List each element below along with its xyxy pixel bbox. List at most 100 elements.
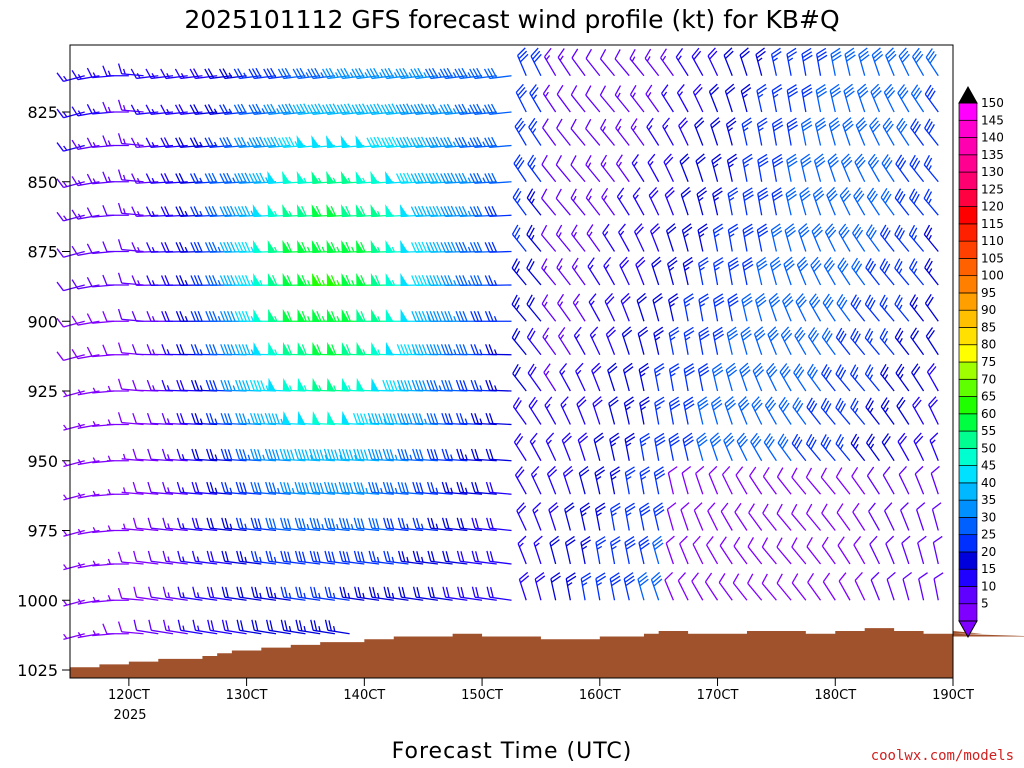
colorbar-swatch xyxy=(958,206,978,225)
wind-barb xyxy=(577,432,589,461)
wind-barb xyxy=(251,586,277,601)
x-axis-label: Forecast Time (UTC) xyxy=(392,739,633,764)
wind-barb xyxy=(933,572,944,601)
wind-barb xyxy=(603,256,616,286)
wind-barb xyxy=(881,154,895,183)
wind-barb xyxy=(908,224,925,252)
wind-barb xyxy=(756,223,769,252)
colorbar-swatch xyxy=(958,137,978,156)
wind-barb xyxy=(133,619,159,635)
wind-barb xyxy=(192,586,218,601)
wind-barb xyxy=(526,327,542,356)
wind-barb xyxy=(691,47,704,77)
wind-barb xyxy=(557,48,571,77)
wind-barb xyxy=(528,117,542,146)
wind-barb xyxy=(410,136,438,149)
wind-barb xyxy=(586,224,601,252)
wind-barb xyxy=(367,412,394,426)
colorbar-swatch xyxy=(958,551,978,570)
wind-barb xyxy=(570,118,586,146)
wind-barb xyxy=(573,326,586,356)
wind-barb xyxy=(56,178,85,189)
wind-barb xyxy=(879,327,895,356)
wind-barb xyxy=(56,317,85,328)
wind-barb xyxy=(853,187,866,216)
wind-barb xyxy=(219,68,247,80)
colorbar-swatch xyxy=(958,119,978,138)
wind-barb xyxy=(910,327,925,356)
colorbar-swatch xyxy=(958,482,978,501)
wind-barb xyxy=(897,432,910,462)
wind-barb xyxy=(737,396,750,425)
wind-barb xyxy=(698,257,709,286)
wind-barb xyxy=(898,466,910,495)
wind-barb xyxy=(784,223,796,252)
x-axis: 120CT 130CT 140CT 150CT 160CT 170CT 180CT 190CT xyxy=(108,678,974,703)
wind-barb xyxy=(530,466,542,495)
wind-barb xyxy=(925,327,939,356)
wind-barb xyxy=(191,550,218,565)
wind-barb xyxy=(570,155,586,183)
wind-barb xyxy=(681,223,693,252)
wind-barb xyxy=(526,224,542,252)
wind-barb xyxy=(732,573,748,601)
wind-barb xyxy=(664,186,675,216)
wind-barb xyxy=(653,363,665,392)
wind-barb xyxy=(309,550,335,565)
wind-barb xyxy=(382,481,409,495)
wind-barb xyxy=(63,633,85,641)
wind-barb xyxy=(587,257,601,286)
wind-barb xyxy=(264,448,291,462)
wind-barb xyxy=(526,258,542,286)
wind-barb xyxy=(824,223,837,252)
wind-barb xyxy=(397,481,424,495)
wind-barb xyxy=(609,572,621,601)
wind-barb xyxy=(71,139,100,150)
wind-barb xyxy=(71,279,100,290)
wind-barb xyxy=(912,396,925,425)
wind-barb xyxy=(235,517,262,532)
wind-barb xyxy=(783,256,795,286)
wind-barb xyxy=(918,572,928,601)
wind-barb xyxy=(653,466,666,495)
wind-barb xyxy=(353,550,380,565)
wind-barb xyxy=(720,502,733,531)
wind-barb xyxy=(426,412,453,426)
wind-barb xyxy=(623,572,636,601)
wind-barb xyxy=(698,326,710,355)
wind-barb xyxy=(63,529,85,537)
wind-barb xyxy=(900,502,910,531)
wind-barb xyxy=(485,379,512,392)
wind-barb xyxy=(651,256,662,286)
wind-barb xyxy=(235,412,262,426)
wind-barb xyxy=(653,326,664,355)
wind-barb xyxy=(516,502,527,531)
wind-barb xyxy=(638,362,650,392)
wind-barb xyxy=(654,396,665,425)
wind-barb xyxy=(235,481,262,495)
wind-barb xyxy=(398,586,424,601)
wind-barb xyxy=(811,223,823,252)
wind-barb xyxy=(791,433,807,462)
wind-barb xyxy=(901,535,911,565)
wind-barb xyxy=(307,67,335,80)
wind-barb xyxy=(725,362,738,392)
wind-barb xyxy=(294,517,321,532)
wind-barb xyxy=(336,67,365,80)
wind-barb xyxy=(56,108,85,119)
wind-barb xyxy=(440,172,468,184)
wind-barb xyxy=(637,326,649,355)
wind-barb xyxy=(836,294,851,322)
wind-barb xyxy=(821,327,836,356)
wind-barb xyxy=(511,258,527,286)
wind-barb xyxy=(571,224,586,252)
wind-barb xyxy=(383,550,409,565)
wind-barb xyxy=(645,84,660,113)
wind-barb xyxy=(609,536,621,565)
wind-barb xyxy=(323,448,350,462)
wind-barb xyxy=(282,342,306,356)
colorbar-swatch xyxy=(958,378,978,397)
colorbar-label: 70 xyxy=(981,372,996,386)
wind-barb xyxy=(843,83,855,113)
wind-barb xyxy=(235,379,262,392)
